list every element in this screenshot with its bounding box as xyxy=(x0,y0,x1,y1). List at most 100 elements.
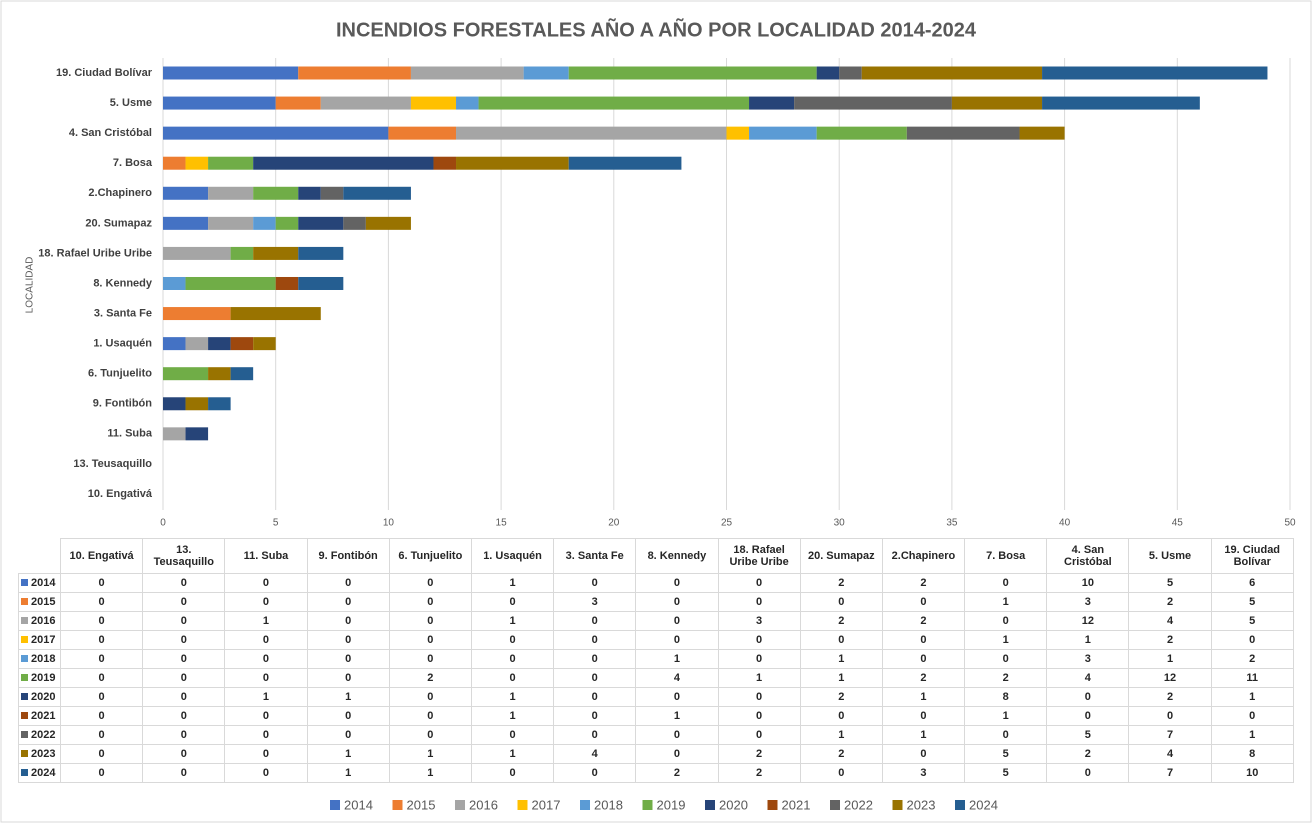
table-cell: 0 xyxy=(881,592,966,612)
bar-segment xyxy=(794,96,952,110)
y-tick-label: 18. Rafael Uribe Uribe xyxy=(38,247,152,259)
bar-segment xyxy=(208,337,231,351)
y-tick-label: 5. Usme xyxy=(110,97,152,109)
bar-segment xyxy=(163,126,389,140)
table-cell: 0 xyxy=(635,744,719,764)
table-cell: 5 xyxy=(964,763,1048,783)
table-cell: 1 xyxy=(964,592,1048,612)
series-name: 2018 xyxy=(31,653,56,665)
bar-segment xyxy=(208,216,254,230)
table-cell: 0 xyxy=(964,611,1048,631)
series-name: 2015 xyxy=(31,596,56,608)
x-tick-label: 0 xyxy=(160,518,166,529)
table-cell: 1 xyxy=(470,687,555,707)
row-header: 2018 xyxy=(18,649,61,669)
table-cell: 2 xyxy=(1128,687,1212,707)
bar-segment xyxy=(230,367,254,381)
table-cell: 0 xyxy=(553,573,637,593)
table-cell: 0 xyxy=(635,630,719,650)
legend-key xyxy=(21,617,28,624)
bar-segment xyxy=(816,126,907,140)
bar-segment xyxy=(185,156,209,170)
table-cell: 0 xyxy=(224,725,308,745)
table-cell: 10 xyxy=(1210,763,1294,783)
table-cell: 0 xyxy=(553,649,637,669)
table-header: 13. Teusaquillo xyxy=(142,538,226,574)
bar-segment xyxy=(388,126,457,140)
row-header: 2017 xyxy=(18,630,61,650)
table-header: 4. San Cristóbal xyxy=(1046,538,1130,574)
table-cell: 0 xyxy=(59,668,144,688)
table-cell: 0 xyxy=(59,706,144,726)
legend-swatch xyxy=(580,800,590,810)
table-cell: 1 xyxy=(1128,649,1212,669)
table-cell: 0 xyxy=(635,592,719,612)
table-row: 2024 0 0 0 1 1 0 0 2 2 0 3 5 0 7 10 xyxy=(18,763,1294,783)
table-cell: 1 xyxy=(1210,725,1294,745)
table-cell: 0 xyxy=(306,630,390,650)
table-cell: 3 xyxy=(1046,649,1130,669)
legend-label: 2023 xyxy=(907,797,936,812)
table-cell: 0 xyxy=(59,630,144,650)
table-cell: 0 xyxy=(635,573,719,593)
bar-segment xyxy=(433,156,457,170)
bar-segment xyxy=(230,246,254,260)
table-cell: 0 xyxy=(142,611,226,631)
bar-segment xyxy=(343,216,366,230)
table-cell: 0 xyxy=(1046,763,1130,783)
table-cell: 0 xyxy=(717,573,801,593)
table-cell: 2 xyxy=(1128,592,1212,612)
bar-segment xyxy=(749,126,817,140)
table-cell: 0 xyxy=(59,687,144,707)
bar-segment xyxy=(163,367,209,381)
x-tick-label: 25 xyxy=(721,518,733,529)
table-cell: 1 xyxy=(306,763,390,783)
bar-segment xyxy=(253,337,276,351)
row-header: 2024 xyxy=(18,763,61,783)
table-cell: 1 xyxy=(470,611,555,631)
table-cell: 7 xyxy=(1128,725,1212,745)
table-cell: 2 xyxy=(1128,630,1212,650)
bar-segment xyxy=(320,186,344,200)
table-cell: 0 xyxy=(224,668,308,688)
table-header: 11. Suba xyxy=(224,538,308,574)
table-row: 2019 0 0 0 0 2 0 0 4 1 1 2 2 4 12 11 xyxy=(18,668,1294,688)
bar-segment xyxy=(163,186,209,200)
y-tick-label: 11. Suba xyxy=(107,428,153,440)
table-cell: 12 xyxy=(1046,611,1130,631)
table-cell: 6 xyxy=(1210,573,1294,593)
legend-swatch xyxy=(892,800,903,810)
table-row: 2018 0 0 0 0 0 0 0 1 0 1 0 0 3 1 2 xyxy=(18,649,1294,669)
table-cell: 2 xyxy=(1210,649,1294,669)
table-cell: 0 xyxy=(306,649,390,669)
legend-key xyxy=(21,598,28,605)
table-cell: 5 xyxy=(1210,611,1294,631)
table-cell: 0 xyxy=(142,668,226,688)
table-cell: 0 xyxy=(470,763,555,783)
y-tick-label: 19. Ciudad Bolívar xyxy=(56,67,153,79)
bar-segment xyxy=(1042,66,1268,80)
table-cell: 4 xyxy=(553,744,637,764)
bar-segment xyxy=(568,156,682,170)
bar-segment xyxy=(839,66,862,80)
legend-swatch xyxy=(642,800,653,810)
table-cell: 1 xyxy=(306,744,390,764)
bar-segment xyxy=(163,337,186,351)
bar-segment xyxy=(163,427,186,441)
bar-segment xyxy=(456,126,727,140)
legend-label: 2021 xyxy=(782,797,811,812)
table-cell: 2 xyxy=(799,611,883,631)
series-name: 2014 xyxy=(31,577,56,589)
bar-segment xyxy=(298,216,344,230)
legend-swatch xyxy=(955,800,965,810)
table-cell: 0 xyxy=(306,573,390,593)
row-header: 2023 xyxy=(18,744,61,764)
table-cell: 2 xyxy=(717,744,801,764)
y-tick-label: 8. Kennedy xyxy=(93,277,153,289)
table-cell: 0 xyxy=(224,592,308,612)
table-cell: 2 xyxy=(799,573,883,593)
table-cell: 0 xyxy=(224,744,308,764)
table-cell: 0 xyxy=(553,630,637,650)
table-cell: 0 xyxy=(306,668,390,688)
